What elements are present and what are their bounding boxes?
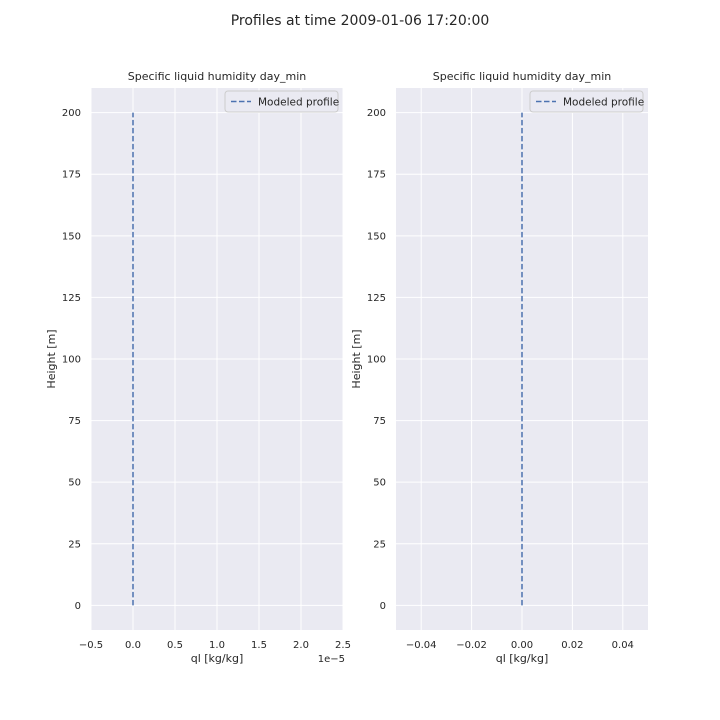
x-tick-label: 0.04 <box>612 640 634 651</box>
y-tick-label: 50 <box>68 478 81 489</box>
x-tick-label: 0.5 <box>167 640 183 651</box>
legend-label: Modeled profile <box>258 96 339 108</box>
x-tick-label: 0.0 <box>125 640 141 651</box>
x-tick-label: −0.5 <box>79 640 103 651</box>
y-tick-label: 75 <box>68 416 81 427</box>
y-tick-label: 25 <box>68 539 81 550</box>
legend-box <box>224 90 339 113</box>
y-tick-label: 75 <box>373 416 386 427</box>
y-tick-label: 0 <box>380 601 386 612</box>
y-tick-label: 0 <box>75 601 81 612</box>
y-tick-label: 175 <box>62 170 81 181</box>
y-axis-label: Height [m] <box>350 329 363 388</box>
y-tick-label: 25 <box>373 539 386 550</box>
y-tick-label: 50 <box>373 478 386 489</box>
x-tick-label: −0.02 <box>456 640 487 651</box>
y-tick-label: 100 <box>62 355 81 366</box>
x-tick-label: 1.5 <box>251 640 267 651</box>
y-tick-label: 125 <box>62 293 81 304</box>
legend-box <box>529 90 644 113</box>
y-tick-label: 200 <box>62 108 81 119</box>
chart-panel-1: −0.5 0.0 0.5 1.0 1.5 2.0 2.5 0 25 50 75 100 125 150 17… <box>45 70 351 665</box>
x-tick-label: 0.00 <box>511 640 533 651</box>
y-tick-label: 150 <box>62 231 81 242</box>
chart-panel-2: −0.04 −0.02 0.00 0.02 0.04 0 25 50 75 100 125 150 17… <box>350 70 648 665</box>
x-axis-label: ql [kg/kg] <box>496 652 549 665</box>
y-tick-label: 175 <box>367 170 386 181</box>
y-tick-label: 125 <box>367 293 386 304</box>
x-tick-label: 2.0 <box>293 640 309 651</box>
y-axis-label: Height [m] <box>45 329 58 388</box>
figure-title: Profiles at time 2009-01-06 17:20:00 <box>231 13 490 29</box>
x-tick-label: −0.04 <box>406 640 437 651</box>
legend: Modeled profile <box>224 90 339 113</box>
x-tick-label: 2.5 <box>335 640 351 651</box>
y-tick-label: 200 <box>367 108 386 119</box>
panel-title: Specific liquid humidity day_min <box>433 70 611 83</box>
x-tick-label: 0.02 <box>561 640 583 651</box>
y-tick-label: 150 <box>367 231 386 242</box>
x-axis-label: ql [kg/kg] <box>191 652 244 665</box>
y-tick-label: 100 <box>367 355 386 366</box>
panel-title: Specific liquid humidity day_min <box>128 70 306 83</box>
legend: Modeled profile <box>529 90 644 113</box>
legend-label: Modeled profile <box>563 96 644 108</box>
x-offset-label: 1e−5 <box>318 654 345 665</box>
x-tick-label: 1.0 <box>209 640 225 651</box>
